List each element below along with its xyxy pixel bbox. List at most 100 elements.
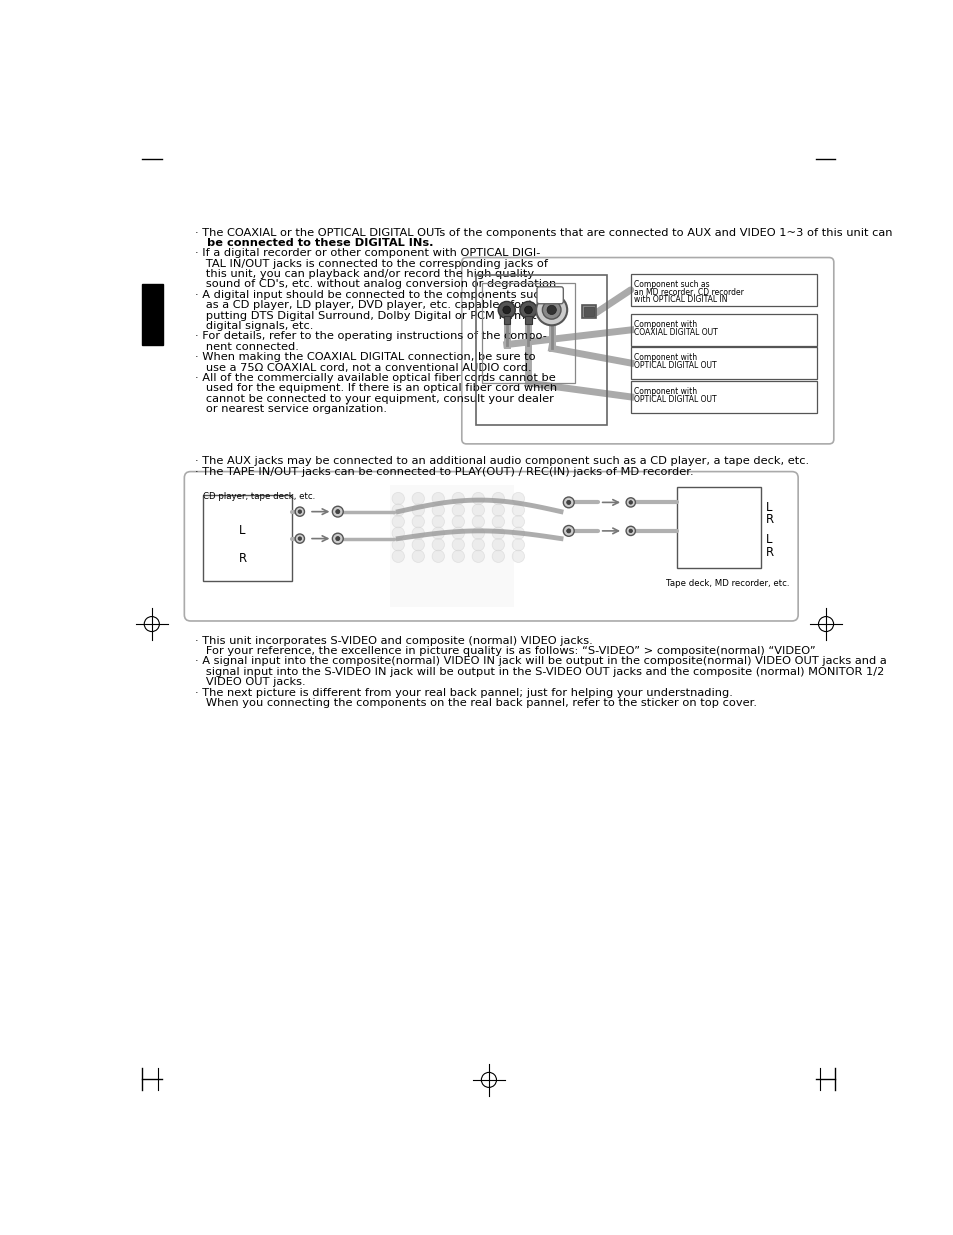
Text: · A digital input should be connected to the components such: · A digital input should be connected to… — [195, 290, 546, 300]
Bar — [390, 485, 514, 608]
Circle shape — [432, 538, 444, 551]
FancyBboxPatch shape — [537, 287, 562, 304]
Text: L: L — [238, 524, 245, 537]
Text: used for the equipment. If there is an optical fiber cord which: used for the equipment. If there is an o… — [195, 383, 557, 394]
Circle shape — [472, 493, 484, 505]
Text: TAL IN/OUT jacks is connected to the corresponding jacks of: TAL IN/OUT jacks is connected to the cor… — [195, 258, 548, 269]
Circle shape — [492, 527, 504, 540]
Text: with OPTICAL DIGITAL IN: with OPTICAL DIGITAL IN — [633, 295, 726, 304]
Text: For your reference, the excellence in picture quality is as follows: “S-VIDEO” >: For your reference, the excellence in pi… — [195, 646, 815, 656]
Circle shape — [294, 508, 304, 516]
Text: COAXIAL DIGITAL OUT: COAXIAL DIGITAL OUT — [633, 327, 717, 337]
Circle shape — [294, 534, 304, 543]
Text: use a 75Ω COAXIAL cord, not a conventional AUDIO cord.: use a 75Ω COAXIAL cord, not a convention… — [195, 363, 531, 373]
Circle shape — [512, 515, 524, 527]
Circle shape — [392, 515, 404, 527]
Circle shape — [432, 493, 444, 505]
Circle shape — [536, 294, 567, 325]
Circle shape — [512, 504, 524, 516]
Circle shape — [452, 515, 464, 527]
Circle shape — [497, 301, 515, 319]
Text: VIDEO OUT jacks.: VIDEO OUT jacks. — [195, 677, 306, 687]
Circle shape — [512, 550, 524, 562]
Bar — [677, 487, 760, 568]
Circle shape — [524, 306, 532, 314]
Circle shape — [492, 515, 504, 527]
FancyBboxPatch shape — [461, 258, 833, 443]
Circle shape — [492, 538, 504, 551]
Bar — [630, 274, 816, 306]
Circle shape — [452, 527, 464, 540]
Text: putting DTS Digital Surround, Dolby Digital or PCM format: putting DTS Digital Surround, Dolby Digi… — [195, 311, 537, 321]
Circle shape — [566, 529, 570, 534]
Text: signal input into the S-VIDEO IN jack will be output in the S-VIDEO OUT jacks an: signal input into the S-VIDEO IN jack wi… — [195, 667, 883, 677]
Circle shape — [625, 526, 635, 536]
Bar — [630, 380, 816, 412]
Circle shape — [512, 527, 524, 540]
Text: L: L — [765, 534, 771, 546]
Circle shape — [566, 500, 570, 504]
Circle shape — [412, 493, 424, 505]
Text: nent connected.: nent connected. — [195, 342, 298, 352]
Text: OPTICAL DIGITAL OUT: OPTICAL DIGITAL OUT — [633, 395, 716, 404]
Text: OPTICAL DIGITAL OUT: OPTICAL DIGITAL OUT — [633, 361, 716, 369]
Bar — [525, 316, 531, 324]
Text: CD player, tape deck, etc.: CD player, tape deck, etc. — [203, 492, 314, 500]
Circle shape — [628, 500, 632, 504]
Text: · If a digital recorder or other component with OPTICAL DIGI-: · If a digital recorder or other compone… — [195, 248, 540, 258]
Circle shape — [412, 550, 424, 562]
Bar — [503, 316, 509, 324]
Text: · The next picture is different from your real back pannel; just for helping you: · The next picture is different from you… — [195, 688, 732, 698]
Text: R: R — [238, 552, 247, 566]
Circle shape — [472, 515, 484, 527]
Circle shape — [502, 306, 510, 314]
Circle shape — [452, 493, 464, 505]
Circle shape — [512, 493, 524, 505]
Text: digital signals, etc.: digital signals, etc. — [195, 321, 314, 331]
Text: an MD recorder, CD recorder: an MD recorder, CD recorder — [633, 288, 743, 296]
Text: Component such as: Component such as — [633, 280, 709, 289]
Circle shape — [472, 504, 484, 516]
Circle shape — [472, 527, 484, 540]
Circle shape — [562, 526, 574, 536]
Circle shape — [432, 527, 444, 540]
Circle shape — [472, 550, 484, 562]
Circle shape — [297, 537, 301, 541]
Circle shape — [332, 506, 343, 517]
Text: · The AUX jacks may be connected to an additional audio component such as a CD p: · The AUX jacks may be connected to an a… — [195, 456, 808, 466]
Text: Component with: Component with — [633, 387, 697, 396]
Circle shape — [625, 498, 635, 508]
Circle shape — [492, 550, 504, 562]
Text: · The TAPE IN/OUT jacks can be connected to PLAY(OUT) / REC(IN) jacks of MD reco: · The TAPE IN/OUT jacks can be connected… — [195, 467, 693, 477]
Text: Tape deck, MD recorder, etc.: Tape deck, MD recorder, etc. — [665, 579, 788, 588]
Text: · All of the commercially available optical fiber cords cannot be: · All of the commercially available opti… — [195, 373, 556, 383]
Circle shape — [432, 515, 444, 527]
Text: · The COAXIAL or the OPTICAL DIGITAL OUTs of the components that are connected t: · The COAXIAL or the OPTICAL DIGITAL OUT… — [195, 227, 892, 237]
Circle shape — [519, 301, 537, 319]
Circle shape — [452, 550, 464, 562]
Circle shape — [297, 510, 301, 514]
Circle shape — [392, 527, 404, 540]
Circle shape — [452, 504, 464, 516]
Circle shape — [472, 538, 484, 551]
Circle shape — [335, 536, 339, 541]
FancyBboxPatch shape — [184, 472, 798, 621]
Text: or nearest service organization.: or nearest service organization. — [195, 404, 387, 414]
Circle shape — [452, 538, 464, 551]
Text: Component with: Component with — [633, 353, 697, 362]
Circle shape — [412, 515, 424, 527]
Text: R: R — [765, 546, 773, 558]
Circle shape — [412, 538, 424, 551]
Circle shape — [412, 527, 424, 540]
Text: be connected to these DIGITAL INs.: be connected to these DIGITAL INs. — [195, 238, 434, 248]
Circle shape — [412, 504, 424, 516]
Bar — [581, 305, 596, 319]
Bar — [630, 347, 816, 379]
Bar — [583, 306, 593, 316]
Text: · A signal input into the composite(normal) VIDEO IN jack will be output in the : · A signal input into the composite(norm… — [195, 656, 886, 667]
Circle shape — [432, 550, 444, 562]
Circle shape — [392, 538, 404, 551]
Circle shape — [392, 493, 404, 505]
Text: When you connecting the components on the real back pannel, refer to the sticker: When you connecting the components on th… — [195, 698, 757, 708]
Text: · When making the COAXIAL DIGITAL connection, be sure to: · When making the COAXIAL DIGITAL connec… — [195, 352, 536, 362]
